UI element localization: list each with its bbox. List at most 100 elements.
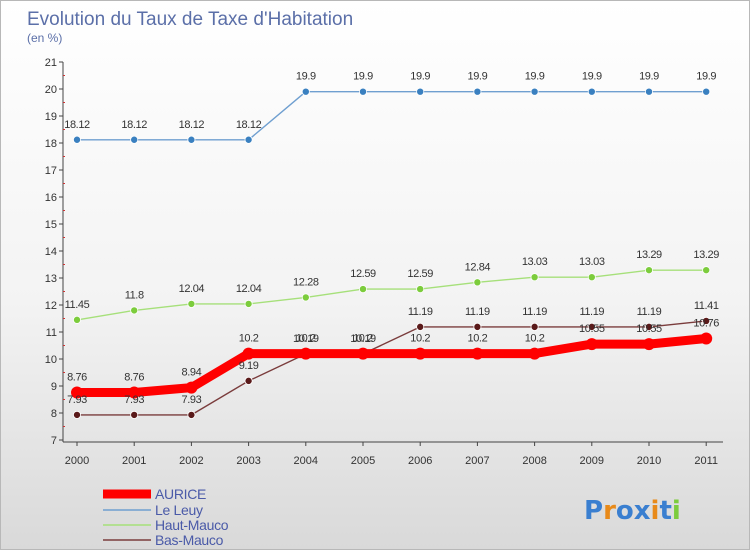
data-point-bas-mauco <box>473 322 482 331</box>
legend-label-aurice: AURICE <box>155 486 206 502</box>
data-point-bas-mauco <box>645 322 654 331</box>
data-label-aurice: 10.55 <box>636 323 662 335</box>
y-tick-label: 13 <box>45 273 57 285</box>
x-tick-label: 2004 <box>294 455 318 467</box>
data-label-haut-mauco: 12.04 <box>179 283 205 295</box>
logo-letter: r <box>603 496 616 526</box>
data-point-bas-mauco <box>702 316 711 325</box>
data-label-bas-mauco: 11.19 <box>637 306 662 318</box>
data-point-haut-mauco <box>244 299 253 308</box>
data-label-aurice: 8.94 <box>181 367 201 379</box>
data-point-aurice <box>643 338 655 351</box>
data-point-haut-mauco <box>416 285 425 294</box>
logo-letter: o <box>616 496 634 526</box>
data-label-bas-mauco: 7.93 <box>67 394 87 406</box>
y-tick-label: 9 <box>51 381 57 393</box>
data-label-bas-mauco: 10.19 <box>350 333 376 345</box>
x-tick-label: 2005 <box>351 455 375 467</box>
data-point-bas-mauco <box>530 322 539 331</box>
data-label-le-leuy: 19.9 <box>410 71 430 83</box>
logo-letter: t <box>659 496 671 526</box>
data-label-haut-mauco: 13.29 <box>693 249 719 261</box>
data-label-le-leuy: 18.12 <box>121 119 147 131</box>
y-tick-label: 20 <box>45 84 57 96</box>
data-label-aurice: 10.2 <box>239 333 259 345</box>
data-label-bas-mauco: 11.19 <box>408 306 433 318</box>
data-label-aurice: 8.76 <box>67 371 87 383</box>
y-tick-label: 15 <box>45 219 57 231</box>
legend-label-bas-mauco: Bas-Mauco <box>155 532 224 548</box>
data-label-aurice: 8.76 <box>124 371 144 383</box>
data-point-aurice <box>242 347 255 360</box>
data-point-le-leuy <box>187 135 196 144</box>
data-labels: 18.12 18.12 18.12 18.12 19.9 19.9 19.9 19.9 19.9… <box>64 71 719 406</box>
data-point-aurice <box>128 386 141 399</box>
data-label-bas-mauco: 11.19 <box>579 306 604 318</box>
data-label-haut-mauco: 12.04 <box>236 283 262 295</box>
y-tick-label: 14 <box>45 246 57 258</box>
chart-title: Evolution du Taux de Taxe d'Habitation <box>27 9 353 30</box>
axes: 7 8 9 10 11 12 13 14 15 16 17 18 19 20 21 2000 2001 2002 2… <box>45 57 723 467</box>
data-label-haut-mauco: 13.29 <box>636 249 662 261</box>
chart-subtitle: (en %) <box>27 31 62 45</box>
data-point-le-leuy <box>130 135 139 144</box>
data-label-le-leuy: 19.9 <box>353 71 373 83</box>
data-label-bas-mauco: 9.19 <box>239 360 259 372</box>
data-label-haut-mauco: 13.03 <box>579 256 605 268</box>
proxiti-logo: Proxiti <box>584 496 681 526</box>
data-label-haut-mauco: 12.59 <box>350 268 376 280</box>
data-label-le-leuy: 18.12 <box>64 119 90 131</box>
logo-letter: i <box>651 496 660 526</box>
data-label-bas-mauco: 10.19 <box>293 333 319 345</box>
logo-letter: i <box>672 496 681 526</box>
x-tick-label: 2003 <box>236 455 260 467</box>
data-label-bas-mauco: 11.19 <box>522 306 547 318</box>
data-label-le-leuy: 19.9 <box>639 71 659 83</box>
x-tick-label: 2002 <box>179 455 203 467</box>
data-point-le-leuy <box>416 87 425 96</box>
data-label-haut-mauco: 12.84 <box>465 261 491 273</box>
data-label-le-leuy: 19.9 <box>525 71 545 83</box>
x-tick-label: 2008 <box>522 455 546 467</box>
data-label-le-leuy: 18.12 <box>179 119 205 131</box>
x-tick-label: 2010 <box>637 455 661 467</box>
data-label-aurice: 10.2 <box>296 333 316 345</box>
data-point-haut-mauco <box>702 266 711 275</box>
y-tick-label: 19 <box>45 111 57 123</box>
data-point-haut-mauco <box>187 299 196 308</box>
data-point-haut-mauco <box>130 306 139 315</box>
data-point-le-leuy <box>73 135 82 144</box>
data-point-aurice <box>700 332 713 345</box>
data-label-aurice: 10.2 <box>467 333 487 345</box>
data-point-le-leuy <box>587 87 596 96</box>
data-point-le-leuy <box>244 135 253 144</box>
data-point-aurice <box>357 347 369 360</box>
data-point-bas-mauco <box>416 322 425 331</box>
data-label-aurice: 10.76 <box>693 317 719 329</box>
data-label-le-leuy: 19.9 <box>582 71 602 83</box>
x-tick-label: 2007 <box>465 455 489 467</box>
data-label-le-leuy: 19.9 <box>467 71 487 83</box>
y-tick-label: 10 <box>45 354 57 366</box>
data-label-bas-mauco: 7.93 <box>124 394 144 406</box>
legend-label-le-leuy: Le Leuy <box>155 502 203 518</box>
y-tick-label: 12 <box>45 300 57 312</box>
data-label-le-leuy: 19.9 <box>696 71 716 83</box>
data-point-bas-mauco <box>244 376 253 385</box>
data-point-aurice <box>299 347 312 360</box>
data-point-haut-mauco <box>587 273 596 282</box>
data-point-bas-mauco <box>587 322 596 331</box>
data-point-bas-mauco <box>73 410 82 419</box>
data-point-le-leuy <box>473 87 482 96</box>
data-point-haut-mauco <box>301 293 310 302</box>
data-point-haut-mauco <box>645 266 654 275</box>
data-label-haut-mauco: 12.28 <box>293 276 319 288</box>
data-point-aurice <box>471 347 484 360</box>
logo-letter: x <box>634 496 651 526</box>
data-point-bas-mauco <box>130 410 139 419</box>
series-line-aurice <box>72 334 711 397</box>
series-layer <box>71 87 713 419</box>
